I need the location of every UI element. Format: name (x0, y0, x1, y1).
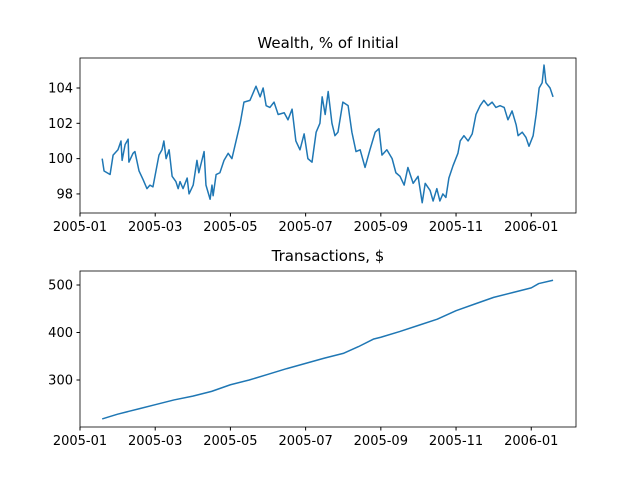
y-tick-label: 500 (48, 279, 73, 294)
x-tick-label: 2005-09 (354, 434, 408, 449)
chart-title: Transactions, $ (271, 247, 385, 265)
chart-title: Wealth, % of Initial (257, 34, 398, 52)
x-tick-label: 2005-11 (429, 434, 483, 449)
axes-frame (79, 57, 577, 214)
x-tick-label: 2005-03 (128, 220, 182, 235)
data-line (101, 279, 554, 420)
axes-frame (79, 270, 577, 428)
x-tick-label: 2005-03 (128, 434, 182, 449)
y-tick-label: 102 (48, 117, 73, 132)
x-tick-label: 2005-07 (278, 220, 332, 235)
data-line (101, 64, 554, 204)
x-tick-label: 2005-09 (354, 220, 408, 235)
x-tick-label: 2006-01 (504, 434, 558, 449)
x-tick-label: 2005-05 (203, 220, 257, 235)
y-tick-label: 100 (48, 152, 73, 167)
x-tick-label: 2005-05 (203, 434, 257, 449)
y-tick-label: 300 (48, 373, 73, 388)
x-tick-label: 2005-07 (278, 434, 332, 449)
x-tick-label: 2005-11 (429, 220, 483, 235)
y-tick-label: 98 (56, 187, 73, 202)
y-tick-label: 400 (48, 326, 73, 341)
x-tick-label: 2005-01 (53, 220, 107, 235)
x-tick-label: 2006-01 (504, 220, 558, 235)
y-tick-label: 104 (48, 82, 73, 97)
x-tick-label: 2005-01 (53, 434, 107, 449)
